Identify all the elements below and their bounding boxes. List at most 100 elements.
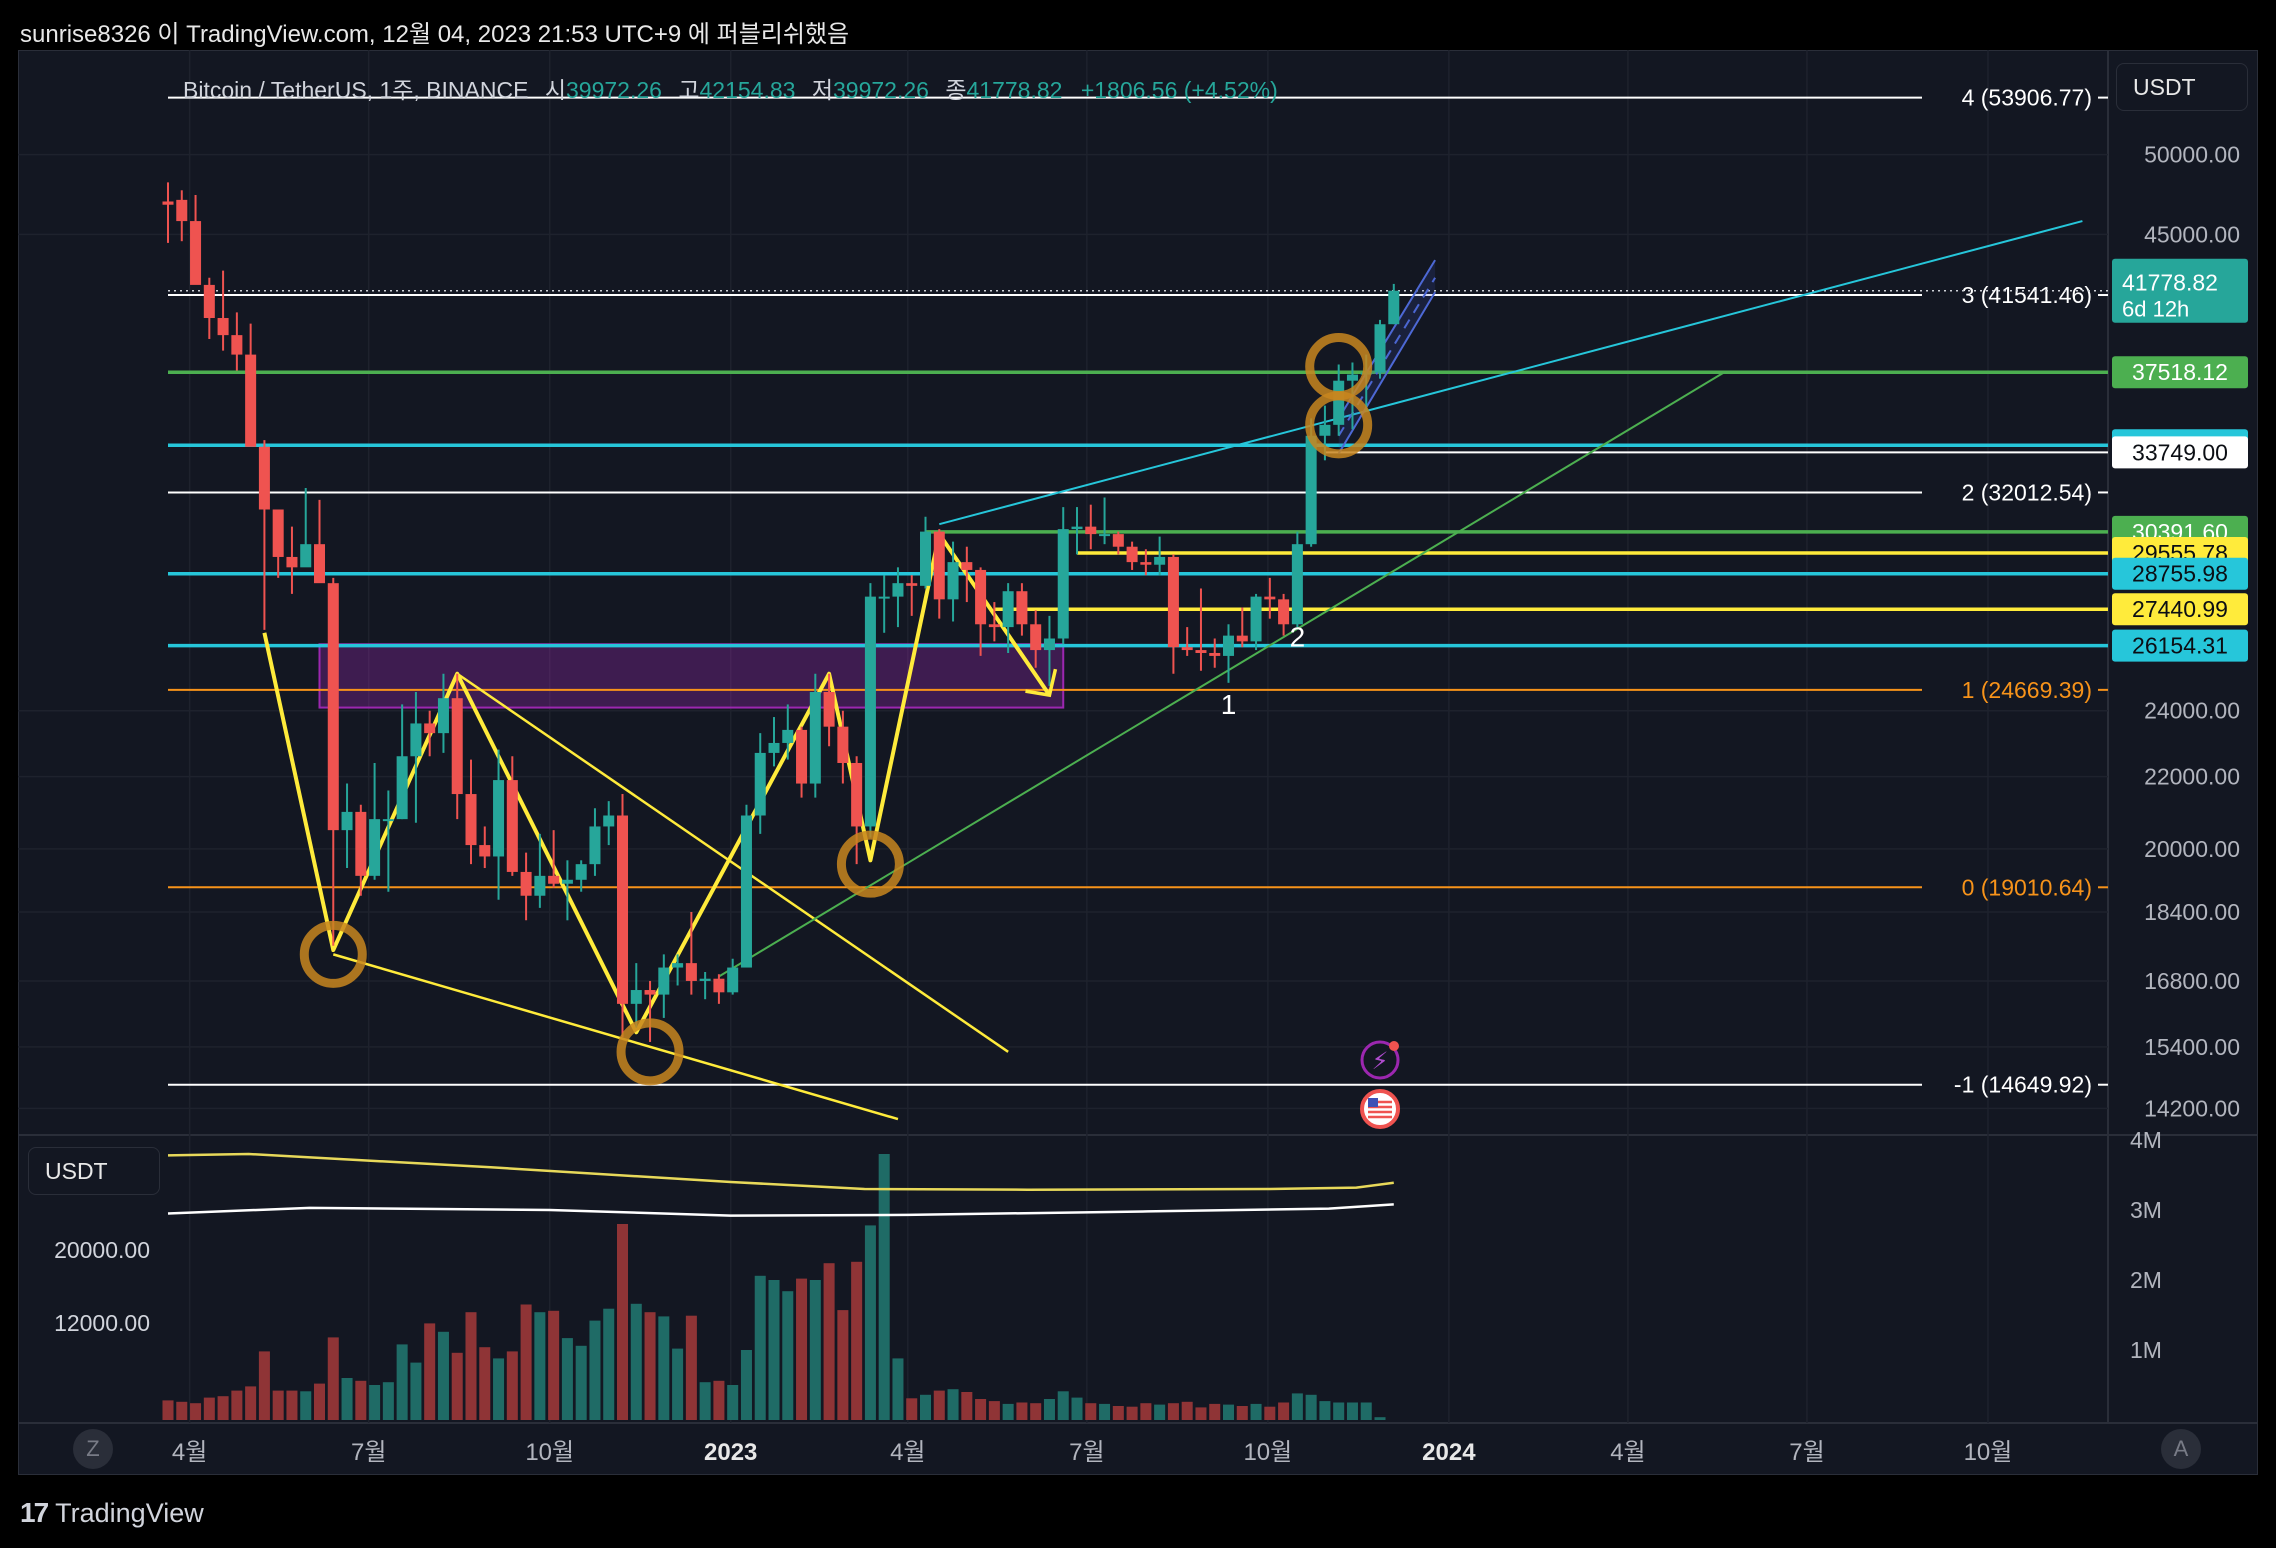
candle-body (589, 826, 601, 865)
candle-body (1250, 596, 1262, 642)
volume-bar (906, 1398, 918, 1420)
volume-bar (672, 1348, 684, 1420)
candle-body (286, 556, 298, 568)
last-price-countdown: 6d 12h (2122, 297, 2189, 322)
fib-label: -1 (14649.92) (1954, 1072, 2092, 1098)
yellow-zigzag (262, 532, 1052, 1035)
price-tag-bg (2112, 593, 2248, 626)
candle-body (672, 963, 684, 968)
volume-bar (919, 1394, 932, 1420)
highlight-circle (616, 1018, 684, 1086)
volume-bar (864, 1225, 876, 1420)
candle-body (382, 819, 394, 822)
zigzag-arrow (1025, 668, 1058, 698)
support-zone (318, 643, 1065, 709)
grid (18, 50, 2258, 1424)
tradingview-logo[interactable]: 17 TradingView (20, 1497, 204, 1529)
candle-body (1374, 324, 1386, 373)
candle-body (740, 815, 752, 968)
candle-body (190, 221, 202, 285)
candle-body (341, 811, 353, 831)
candle-body (1209, 652, 1221, 656)
fib-label: 2 (32012.54) (1962, 479, 2092, 505)
candle-body (272, 509, 284, 557)
volume-bar (988, 1401, 1000, 1420)
candle-body (837, 726, 849, 763)
candle-body (162, 201, 174, 205)
volume-ma-white (167, 1203, 1394, 1217)
candle-body (176, 199, 188, 222)
volume-left-tick: 12000.00 (54, 1310, 150, 1336)
volume-bar (162, 1400, 174, 1420)
x-tick-label: 7월 (1069, 1439, 1104, 1466)
volume-bar (685, 1315, 697, 1420)
volume-bar (782, 1291, 794, 1420)
fib-levels: 4 (53906.77) 3 (41541.46) 2 (32012.54) 1 (2… (168, 85, 2108, 1098)
tradingview-brand: TradingView (55, 1497, 204, 1528)
candle-body (1002, 591, 1014, 628)
fib-label: 4 (53906.77) (1962, 85, 2092, 111)
candle-body (1112, 534, 1124, 547)
volume-bar (1319, 1401, 1331, 1420)
candle-body (1181, 647, 1193, 651)
volume-bar (754, 1275, 766, 1420)
volume-bar (892, 1358, 904, 1420)
y-tick-label: 15400.00 (2144, 1034, 2240, 1060)
x-tick-label: 2024 (1422, 1439, 1476, 1466)
volume-bar (837, 1310, 849, 1420)
volume-bar (341, 1378, 353, 1420)
candle-body (1333, 380, 1345, 425)
y-tick-label: 22000.00 (2144, 764, 2240, 790)
auto-scale-button[interactable]: A (2161, 1429, 2201, 1469)
y-tick-label: 50000.00 (2144, 142, 2240, 168)
candle-body (878, 596, 890, 599)
candle-body (1126, 546, 1138, 563)
candle-body (410, 723, 422, 757)
candle-body (1140, 562, 1152, 565)
volume-bar (382, 1382, 394, 1420)
price-tag-value: 26154.31 (2132, 633, 2228, 659)
volume-bar (217, 1396, 229, 1420)
volume-bar (493, 1358, 505, 1420)
fib-label: 1 (24669.39) (1962, 677, 2092, 703)
volume-bar (947, 1389, 959, 1420)
volume-bar (740, 1350, 752, 1420)
volume-bar (1360, 1402, 1372, 1420)
x-tick-label: 4월 (1610, 1439, 1645, 1466)
candle-body (1195, 650, 1207, 653)
candle-body (988, 624, 1000, 628)
candle-body (616, 815, 629, 1004)
candle-body (245, 354, 257, 447)
currency-selector[interactable]: USDT (2116, 63, 2248, 111)
channel-line (1337, 277, 1436, 437)
us-flag-event-icon (1360, 1089, 1401, 1129)
volume-currency-selector[interactable]: USDT (28, 1147, 160, 1195)
volume-bar (1195, 1407, 1207, 1420)
volume-bar (1043, 1399, 1055, 1420)
x-tick-label: 10월 (1243, 1439, 1292, 1466)
candle-body (1030, 624, 1042, 651)
fib-label: 3 (41541.46) (1962, 282, 2092, 308)
volume-bar (603, 1308, 615, 1420)
volume-bar (1002, 1403, 1014, 1420)
zoom-button[interactable]: Z (73, 1429, 113, 1469)
candle-body (1154, 556, 1166, 565)
wave-label: 1 (1221, 689, 1237, 720)
volume-bar (878, 1154, 890, 1420)
volume-bar (589, 1320, 601, 1420)
volume-bar (203, 1397, 215, 1420)
volume-bar (437, 1331, 449, 1420)
y-tick-label: 18400.00 (2144, 899, 2240, 925)
flag-canton (1368, 1098, 1379, 1107)
candle-body (465, 794, 477, 846)
candle-body (1305, 435, 1317, 545)
candle-body (520, 871, 532, 896)
legend-close-label: 종 (945, 77, 967, 103)
volume-bar (1333, 1402, 1345, 1420)
volume-bar (1154, 1404, 1166, 1420)
candle-body (919, 531, 932, 586)
volume-bar (699, 1382, 711, 1420)
lightning-glyph: ⚡ (1372, 1048, 1389, 1075)
legend-open-label: 시 (544, 77, 566, 103)
